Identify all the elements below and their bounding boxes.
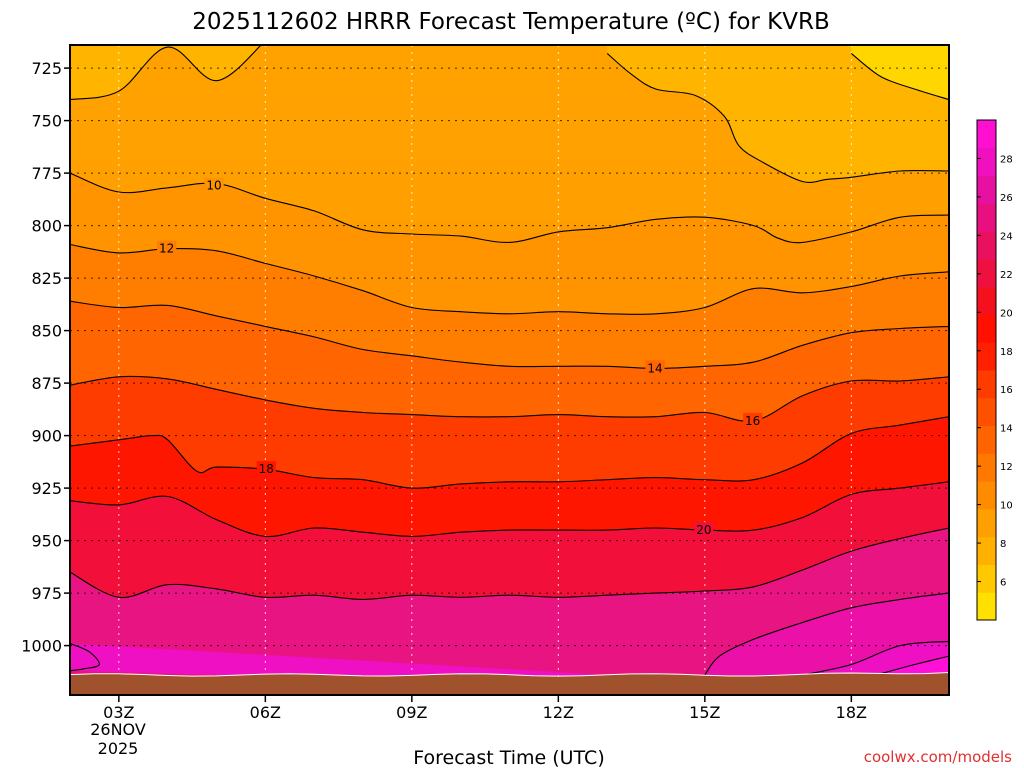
contour-14-5	[70, 300, 949, 369]
y-tick-label-950: 950	[31, 532, 62, 551]
x-tick-label-15Z: 15Z	[689, 703, 720, 722]
contour-28-13	[875, 655, 949, 676]
y-tick-label-800: 800	[31, 217, 62, 236]
temperature-bands	[70, 45, 949, 695]
contour-label-bg-18	[256, 461, 276, 478]
y-axis: 725 750 775 800 825 850 875 900 925 950 975 1000	[21, 59, 70, 656]
colorbar-swatch-8	[977, 370, 996, 399]
colorbar-swatch-0	[977, 592, 996, 621]
colorbar-swatch-12	[977, 258, 996, 288]
contour-26-12	[70, 642, 100, 672]
colorbar-label-6: 6	[1000, 578, 1006, 589]
chart-title: 2025112602 HRRR Forecast Temperature (ºC…	[192, 9, 830, 35]
date-label-day: 26NOV	[90, 720, 146, 739]
colorbar-swatch-2	[977, 536, 996, 565]
band-left-pocket	[70, 643, 100, 671]
colorbar-label-8: 8	[1000, 539, 1006, 550]
contour-18-7	[70, 416, 949, 489]
x-axis-title: Forecast Time (UTC)	[413, 747, 604, 768]
contour-label-bg-16	[743, 412, 763, 429]
contour-12-4	[70, 243, 949, 315]
colorbar-frame	[976, 119, 997, 621]
ground-layer	[70, 671, 949, 695]
cool-pocket-1	[607, 45, 949, 183]
colorbar-swatch-4	[977, 481, 996, 510]
colorbar-swatch-3	[977, 508, 996, 538]
contour-8-2	[850, 52, 949, 101]
contour-label-bg-14	[645, 360, 665, 377]
colorbar-label-10: 10	[1000, 501, 1013, 512]
contour-label-bg-10	[204, 177, 224, 194]
colorbar-swatch-6	[977, 425, 996, 454]
colorbar-swatch-7	[977, 397, 996, 427]
contour-label-bg-20	[694, 522, 714, 539]
y-tick-label-875: 875	[31, 374, 62, 393]
contour-label-10: 10	[206, 179, 221, 193]
colorbar-label-18: 18	[1000, 347, 1013, 358]
colorbar-swatch-9	[977, 342, 996, 371]
x-axis: 03Z 06Z 09Z 12Z 15Z 18Z	[103, 695, 867, 722]
y-tick-label-775: 775	[31, 164, 62, 183]
colorbar-swatch-17	[977, 120, 996, 149]
plot-area: 10 12 14 16 18 20	[70, 45, 949, 695]
colorbar-label-24: 24	[1000, 231, 1013, 242]
contour-label-14: 14	[647, 361, 662, 375]
colorbar-swatch-14	[977, 203, 996, 232]
colorbar-swatch-10	[977, 314, 996, 343]
date-label-year: 2025	[98, 739, 139, 758]
x-tick-label-03Z: 03Z	[103, 703, 134, 722]
cool-pocket-2	[851, 45, 949, 100]
contour-label-18: 18	[259, 462, 274, 476]
contour-label-16: 16	[745, 414, 760, 428]
contour-20-8	[70, 481, 949, 538]
contour-8-0	[70, 45, 262, 101]
colorbar-swatch-11	[977, 286, 996, 315]
y-tick-label-750: 750	[31, 112, 62, 131]
colorbar-label-12: 12	[1000, 462, 1013, 473]
y-tick-label-975: 975	[31, 584, 62, 603]
contour-label-20: 20	[696, 523, 711, 537]
colorbar-swatch-16	[977, 147, 996, 177]
colorbar-swatch-15	[977, 175, 996, 204]
colorbar-label-20: 20	[1000, 308, 1013, 319]
colorbar-label-28: 28	[1000, 154, 1013, 165]
y-tick-label-725: 725	[31, 59, 62, 78]
y-tick-label-1000: 1000	[21, 637, 62, 656]
colorbar-label-26: 26	[1000, 193, 1013, 204]
cool-pocket-0	[70, 45, 266, 100]
y-tick-label-925: 925	[31, 479, 62, 498]
y-tick-label-825: 825	[31, 269, 62, 288]
contour-22-9	[70, 527, 949, 600]
colorbar-swatch-1	[977, 564, 996, 593]
y-tick-label-850: 850	[31, 322, 62, 341]
contour-26-11	[802, 640, 949, 676]
y-tick-label-900: 900	[31, 427, 62, 446]
contour-label-12: 12	[159, 242, 174, 256]
contour-labels: 10 12 14 16 18 20	[157, 177, 763, 539]
colorbar-label-22: 22	[1000, 270, 1013, 281]
credit-text: coolwx.com/models	[864, 748, 1012, 766]
contour-8-1	[606, 52, 949, 184]
contour-16-6	[70, 375, 949, 422]
x-tick-label-18Z: 18Z	[836, 703, 867, 722]
x-tick-label-09Z: 09Z	[396, 703, 427, 722]
colorbar-swatch-5	[977, 453, 996, 482]
contour-label-bg-12	[157, 240, 177, 257]
contour-24-10	[704, 592, 949, 676]
plot-frame	[69, 44, 950, 696]
colorbar-swatch-13	[977, 231, 996, 260]
ground-fill	[70, 671, 949, 695]
colorbar-label-14: 14	[1000, 424, 1013, 435]
colorbar-label-16: 16	[1000, 385, 1013, 396]
colorbar: 6 8 10 12 14 16 18 20 22 24 26 28	[976, 119, 1013, 621]
x-tick-label-12Z: 12Z	[543, 703, 574, 722]
x-tick-label-06Z: 06Z	[250, 703, 281, 722]
